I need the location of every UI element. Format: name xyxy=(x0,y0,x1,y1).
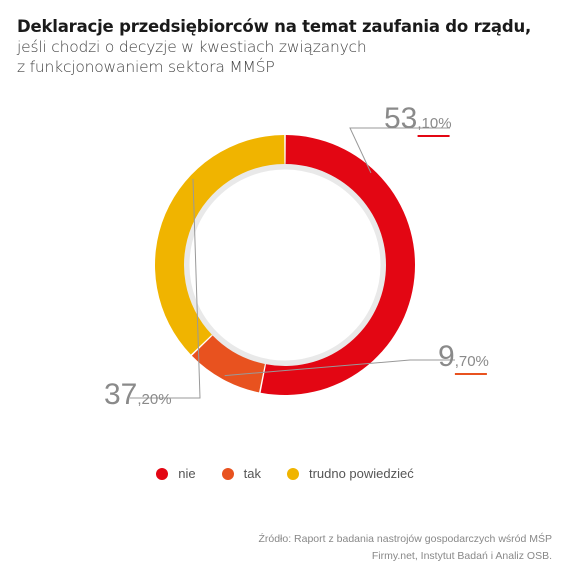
legend-item-tak: tak xyxy=(221,466,261,481)
donut-chart: 53,10% 9,70% 37,20% xyxy=(104,102,489,411)
legend-label-tak: tak xyxy=(243,466,261,481)
donut-slice-nie xyxy=(260,135,415,396)
nie-label-decimal: ,10% xyxy=(417,115,451,132)
source-line-1: Źródło: Raport z badania nastrojów gospo… xyxy=(258,533,552,545)
chart-subtitle-line-1: jeśli chodzi o decyzje w kwestiach związ… xyxy=(17,38,367,56)
trudno-label: 37,20% xyxy=(104,378,172,411)
title-block: Deklaracje przedsiębiorców na temat zauf… xyxy=(17,16,557,77)
nie-underline xyxy=(417,135,450,137)
trudno-label-main: 37 xyxy=(104,378,137,411)
tak-label-main: 9 xyxy=(438,340,455,373)
donut-slice-tak xyxy=(191,335,265,393)
legend-dot-nie xyxy=(156,467,169,480)
source-line-2: Firmy.net, Instytut Badań i Analiz OSB. xyxy=(371,550,552,562)
legend-dot-tak xyxy=(221,467,234,480)
legend-label-trudno-powiedzieć: trudno powiedzieć xyxy=(308,466,414,481)
chart-title: Deklaracje przedsiębiorców na temat zauf… xyxy=(17,17,532,36)
donut-inner-shadow xyxy=(182,162,388,368)
trudno-leader-line xyxy=(130,178,201,399)
legend: nie tak trudno powiedzieć xyxy=(0,466,570,481)
trudno-label-decimal: ,20% xyxy=(137,391,171,408)
donut-slice-trudno-powiedzieć xyxy=(154,135,285,355)
nie-leader-line xyxy=(349,127,450,174)
tak-label-decimal: ,70% xyxy=(455,353,489,370)
legend-label-nie: nie xyxy=(178,466,196,481)
nie-label: 53,10% xyxy=(384,102,452,135)
tak-underline xyxy=(454,373,487,375)
source-note: Źródło: Raport z badania nastrojów gospo… xyxy=(152,531,552,565)
legend-item-nie: nie xyxy=(156,466,196,481)
legend-item-trudno-powiedzieć: trudno powiedzieć xyxy=(286,466,414,481)
legend-dot-trudno-powiedzieć xyxy=(286,467,299,480)
tak-label: 9,70% xyxy=(438,340,489,373)
chart-subtitle-line-2: z funkcjonowaniem sektora MMŚP xyxy=(17,58,275,76)
nie-label-main: 53 xyxy=(384,102,417,135)
tak-leader-line xyxy=(224,359,455,377)
